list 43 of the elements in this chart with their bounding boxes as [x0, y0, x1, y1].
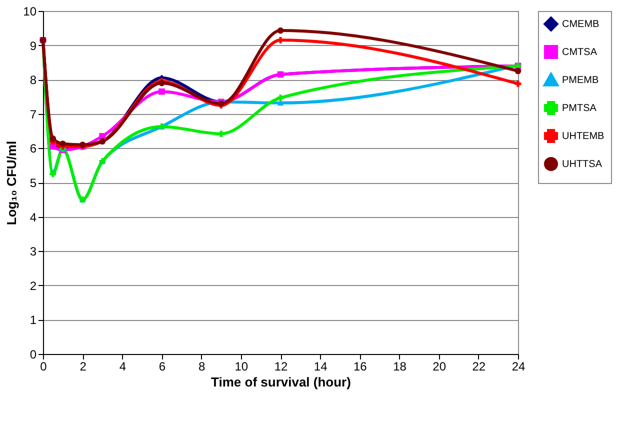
x-tick-label: 18 [393, 360, 407, 374]
legend-label: PMEMB [562, 75, 599, 86]
y-tick-label: 8 [30, 73, 37, 88]
x-tick-label: 20 [432, 360, 446, 374]
y-tick-label: 0 [30, 348, 37, 362]
y-tick-label: 2 [30, 278, 37, 293]
point [277, 94, 284, 101]
point [277, 100, 284, 106]
x-axis-title: Time of survival (hour) [211, 374, 351, 390]
x-tick-label: 0 [40, 360, 48, 374]
point [514, 80, 522, 87]
y-tick-label: 7 [30, 107, 37, 122]
legend-label: CMEMB [562, 19, 600, 30]
point [277, 36, 284, 44]
x-tick-label: 12 [274, 360, 288, 374]
x-tick-label: 2 [80, 360, 87, 374]
y-tick-label: 10 [23, 4, 37, 18]
x-tick-label: 14 [314, 360, 328, 374]
x-tick-label: 4 [119, 360, 126, 374]
point [50, 135, 56, 142]
x-tick-label: 8 [198, 360, 206, 374]
point [50, 143, 56, 150]
y-tick-label: 5 [30, 176, 37, 190]
y-tick-label: 6 [30, 142, 37, 156]
legend-label: CMTSA [562, 47, 598, 58]
y-tick-label: 9 [30, 38, 37, 53]
point [158, 88, 165, 95]
x-tick-label: 10 [234, 360, 248, 374]
y-tick-label: 3 [30, 244, 37, 259]
point [277, 27, 284, 34]
legend-label: UHTTSA [562, 159, 602, 170]
y-tick-label: 4 [30, 210, 37, 224]
y-axis-title: Log₁₀ CFU/ml [4, 140, 20, 226]
legend-label: PMTSA [562, 103, 597, 114]
legend-label: UHTEMB [562, 131, 605, 142]
x-tick-label: 24 [512, 360, 526, 374]
x-tick-label: 6 [158, 360, 166, 374]
point [514, 68, 522, 74]
x-tick-label: 16 [353, 360, 368, 374]
x-tick-label: 22 [472, 360, 486, 374]
y-tick-label: 1 [30, 313, 37, 328]
point [60, 140, 66, 147]
point [50, 170, 56, 178]
